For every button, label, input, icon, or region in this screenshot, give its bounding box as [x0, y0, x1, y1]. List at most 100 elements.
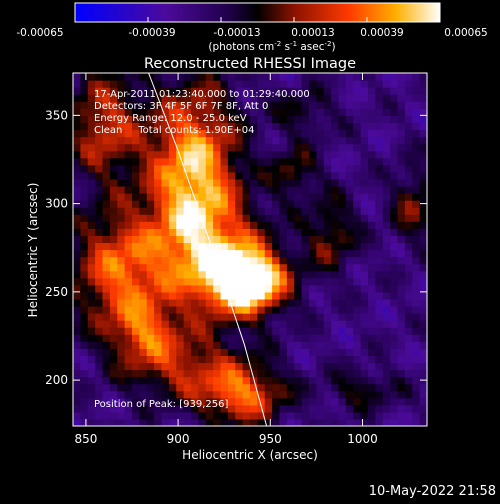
heatmap-cell	[309, 341, 317, 349]
heatmap-cell	[102, 143, 111, 152]
heatmap-cell	[272, 108, 281, 116]
heatmap-cell	[80, 256, 89, 265]
heatmap-cell	[198, 277, 207, 286]
heatmap-cell	[286, 334, 295, 342]
heatmap-cell	[124, 270, 133, 279]
heatmap-cell	[146, 101, 155, 109]
heatmap-cell	[309, 263, 317, 272]
heatmap-cell	[87, 115, 96, 124]
heatmap-cell	[154, 249, 163, 258]
heatmap-cell	[235, 185, 244, 194]
heatmap-cell	[375, 129, 384, 138]
heatmap-cell	[250, 277, 258, 286]
heatmap-cell	[117, 341, 126, 349]
heatmap-cell	[397, 256, 406, 265]
heatmap-cell	[213, 94, 222, 102]
heatmap-cell	[235, 129, 244, 138]
heatmap-cell	[360, 122, 369, 131]
heatmap-cell	[397, 362, 406, 371]
heatmap-cell	[309, 235, 317, 244]
heatmap-cell	[80, 185, 89, 194]
heatmap-cell	[73, 235, 81, 244]
heatmap-cell	[109, 200, 118, 208]
heatmap-cell	[323, 341, 332, 349]
heatmap-cell	[397, 221, 406, 229]
heatmap-cell	[279, 80, 288, 88]
heatmap-cell	[80, 355, 89, 364]
heatmap-cell	[80, 277, 89, 286]
heatmap-cell	[309, 369, 317, 378]
heatmap-cell	[183, 334, 192, 342]
heatmap-cell	[109, 263, 118, 272]
heatmap-cell	[191, 150, 199, 159]
heatmap-cell	[264, 313, 273, 321]
heatmap-cell	[191, 256, 199, 265]
heatmap-cell	[309, 185, 317, 194]
heatmap-cell	[412, 362, 421, 371]
heatmap-cell	[102, 157, 111, 166]
heatmap-cell	[345, 277, 354, 286]
heatmap-cell	[390, 193, 399, 201]
heatmap-cell	[309, 87, 317, 95]
heatmap-cell	[353, 327, 362, 335]
heatmap-cell	[345, 376, 354, 385]
heatmap-cell	[419, 277, 427, 286]
heatmap-cell	[124, 305, 133, 314]
heatmap-cell	[117, 94, 126, 102]
heatmap-cell	[161, 235, 170, 244]
heatmap-cell	[183, 101, 192, 109]
heatmap-cell	[412, 369, 421, 378]
heatmap-cell	[220, 115, 229, 124]
heatmap-cell	[294, 207, 303, 215]
heatmap-cell	[242, 101, 251, 109]
heatmap-cell	[412, 404, 421, 413]
heatmap-cell	[412, 171, 421, 180]
heatmap-cell	[205, 164, 214, 173]
heatmap-cell	[154, 235, 163, 244]
heatmap-cell	[419, 305, 427, 314]
heatmap-cell	[323, 108, 332, 116]
heatmap-cell	[345, 185, 354, 194]
heatmap-cell	[397, 157, 406, 166]
heatmap-cell	[360, 108, 369, 116]
heatmap-cell	[368, 171, 376, 180]
heatmap-cell	[412, 235, 421, 244]
heatmap-cell	[198, 249, 207, 258]
heatmap-cell	[338, 101, 347, 109]
heatmap-cell	[95, 101, 104, 109]
heatmap-cell	[146, 73, 155, 81]
heatmap-cell	[73, 390, 81, 399]
heatmap-cell	[183, 249, 192, 258]
heatmap-cell	[139, 291, 148, 300]
heatmap-cell	[331, 334, 340, 342]
heatmap-cell	[213, 277, 222, 286]
heatmap-cell	[183, 369, 192, 378]
heatmap-cell	[404, 171, 413, 180]
heatmap-cell	[205, 108, 214, 116]
heatmap-cell	[235, 73, 244, 81]
heatmap-cell	[205, 235, 214, 244]
heatmap-cell	[345, 270, 354, 279]
heatmap-cell	[109, 171, 118, 180]
heatmap-cell	[382, 235, 391, 244]
heatmap-cell	[109, 397, 118, 406]
heatmap-cell	[338, 185, 347, 194]
heatmap-cell	[353, 313, 362, 321]
heatmap-cell	[279, 369, 288, 378]
heatmap-cell	[213, 404, 222, 413]
heatmap-cell	[331, 164, 340, 173]
heatmap-cell	[87, 263, 96, 272]
heatmap-cell	[242, 291, 251, 300]
heatmap-cell	[250, 418, 258, 426]
heatmap-cell	[338, 418, 347, 426]
heatmap-cell	[117, 171, 126, 180]
heatmap-cell	[338, 115, 347, 124]
heatmap-cell	[419, 404, 427, 413]
heatmap-cell	[412, 341, 421, 349]
heatmap-cell	[382, 397, 391, 406]
heatmap-cell	[279, 355, 288, 364]
heatmap-cell	[242, 143, 251, 152]
heatmap-cell	[80, 178, 89, 187]
heatmap-cell	[117, 249, 126, 258]
heatmap-cell	[146, 157, 155, 166]
